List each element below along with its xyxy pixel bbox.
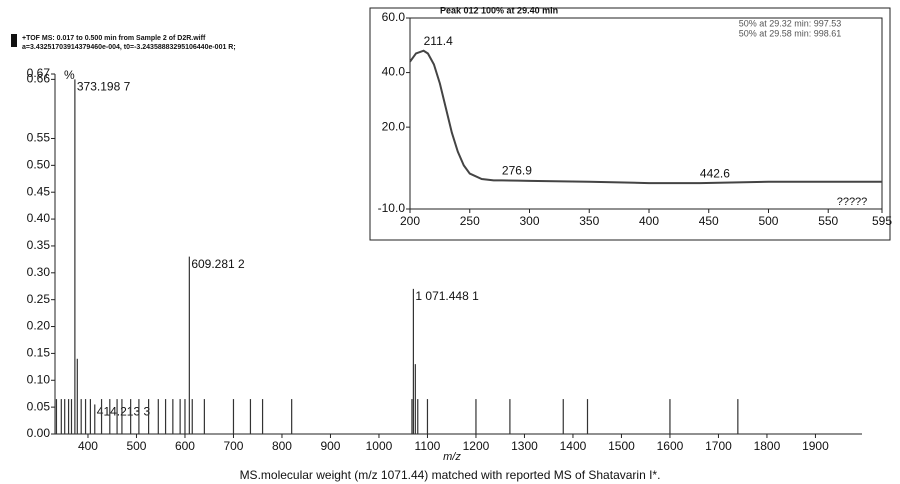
x-axis-label: m/z xyxy=(443,451,461,463)
x-tick-label: 900 xyxy=(320,439,340,453)
x-tick-label: 400 xyxy=(639,214,659,228)
x-tick-label: 500 xyxy=(758,214,778,228)
inset-frame xyxy=(369,7,891,241)
y-tick-label: 60.0 xyxy=(382,10,406,24)
header-line: a=3.43251703914379460e-004, t0=-3.243588… xyxy=(22,44,236,51)
y-unit-label: % xyxy=(64,68,75,82)
x-tick-label: 550 xyxy=(818,214,838,228)
y-tick-label: 0.45 xyxy=(27,184,51,198)
y-tick-label: 0.00 xyxy=(27,426,51,440)
y-tick-label: -10.0 xyxy=(378,201,406,215)
inset-note: 50% at 29.58 min: 998.61 xyxy=(739,28,842,38)
header-line: +TOF MS: 0.017 to 0.500 min from Sample … xyxy=(22,35,206,42)
plot-frame xyxy=(409,17,883,210)
y-tick-label: 0.55 xyxy=(27,131,51,145)
x-tick-label: 1400 xyxy=(560,439,587,453)
annotation: ????? xyxy=(837,196,868,208)
peak-label: 609.281 2 xyxy=(191,257,245,271)
x-tick-label: 1000 xyxy=(366,439,393,453)
x-tick-label: 1600 xyxy=(657,439,684,453)
peak-label: 414.213 3 xyxy=(97,405,151,419)
y-tick-label: 0.20 xyxy=(27,319,51,333)
x-tick-label: 450 xyxy=(699,214,719,228)
x-tick-label: 700 xyxy=(223,439,243,453)
y-tick-label: 0.35 xyxy=(27,238,51,252)
y-tick-label: 0.15 xyxy=(27,346,51,360)
inset-note: 50% at 29.32 min: 997.53 xyxy=(739,18,842,28)
x-tick-label: 1100 xyxy=(415,439,441,453)
peak-label: 1 071.448 1 xyxy=(415,289,479,303)
x-tick-label: 800 xyxy=(272,439,292,453)
uv-curve xyxy=(409,49,882,185)
x-tick-label: 250 xyxy=(460,214,480,228)
y-tick-label: 0.05 xyxy=(27,399,51,413)
y-tick-label: 20.0 xyxy=(382,119,406,133)
y-tick-label: 0.25 xyxy=(27,292,51,306)
y-tick-label: 0.10 xyxy=(27,372,51,386)
y-tick-label: 0.40 xyxy=(27,211,51,225)
y-tick-label: 0.67 xyxy=(27,66,51,80)
x-tick-label: 600 xyxy=(175,439,195,453)
x-tick-label: 1200 xyxy=(463,439,490,453)
peak-label: 373.198 7 xyxy=(77,80,131,94)
x-tick-label: 1800 xyxy=(754,439,781,453)
x-tick-label: 500 xyxy=(126,439,146,453)
y-tick-label: 0.50 xyxy=(27,158,51,172)
peak-label: 442.6 xyxy=(700,166,730,180)
y-tick-label: 0.66 xyxy=(27,72,51,86)
caption: MS.molecular weight (m/z 1071.44) matche… xyxy=(240,468,661,482)
x-tick-label: 595 xyxy=(872,214,892,228)
inset-title: Peak 012 100% at 29.40 min xyxy=(440,5,558,15)
x-tick-label: 1500 xyxy=(608,439,635,453)
x-tick-label: 400 xyxy=(78,439,98,453)
x-tick-label: 1700 xyxy=(705,439,732,453)
y-tick-label: 40.0 xyxy=(382,65,406,79)
peak-label: 276.9 xyxy=(502,164,532,178)
x-tick-label: 200 xyxy=(400,214,420,228)
x-tick-label: 1900 xyxy=(802,439,829,453)
marker-block xyxy=(11,34,17,47)
y-tick-label: 0.30 xyxy=(27,265,51,279)
x-tick-label: 350 xyxy=(579,214,599,228)
x-tick-label: 1300 xyxy=(511,439,538,453)
peak-label: 211.4 xyxy=(424,34,453,48)
x-tick-label: 300 xyxy=(519,214,539,228)
